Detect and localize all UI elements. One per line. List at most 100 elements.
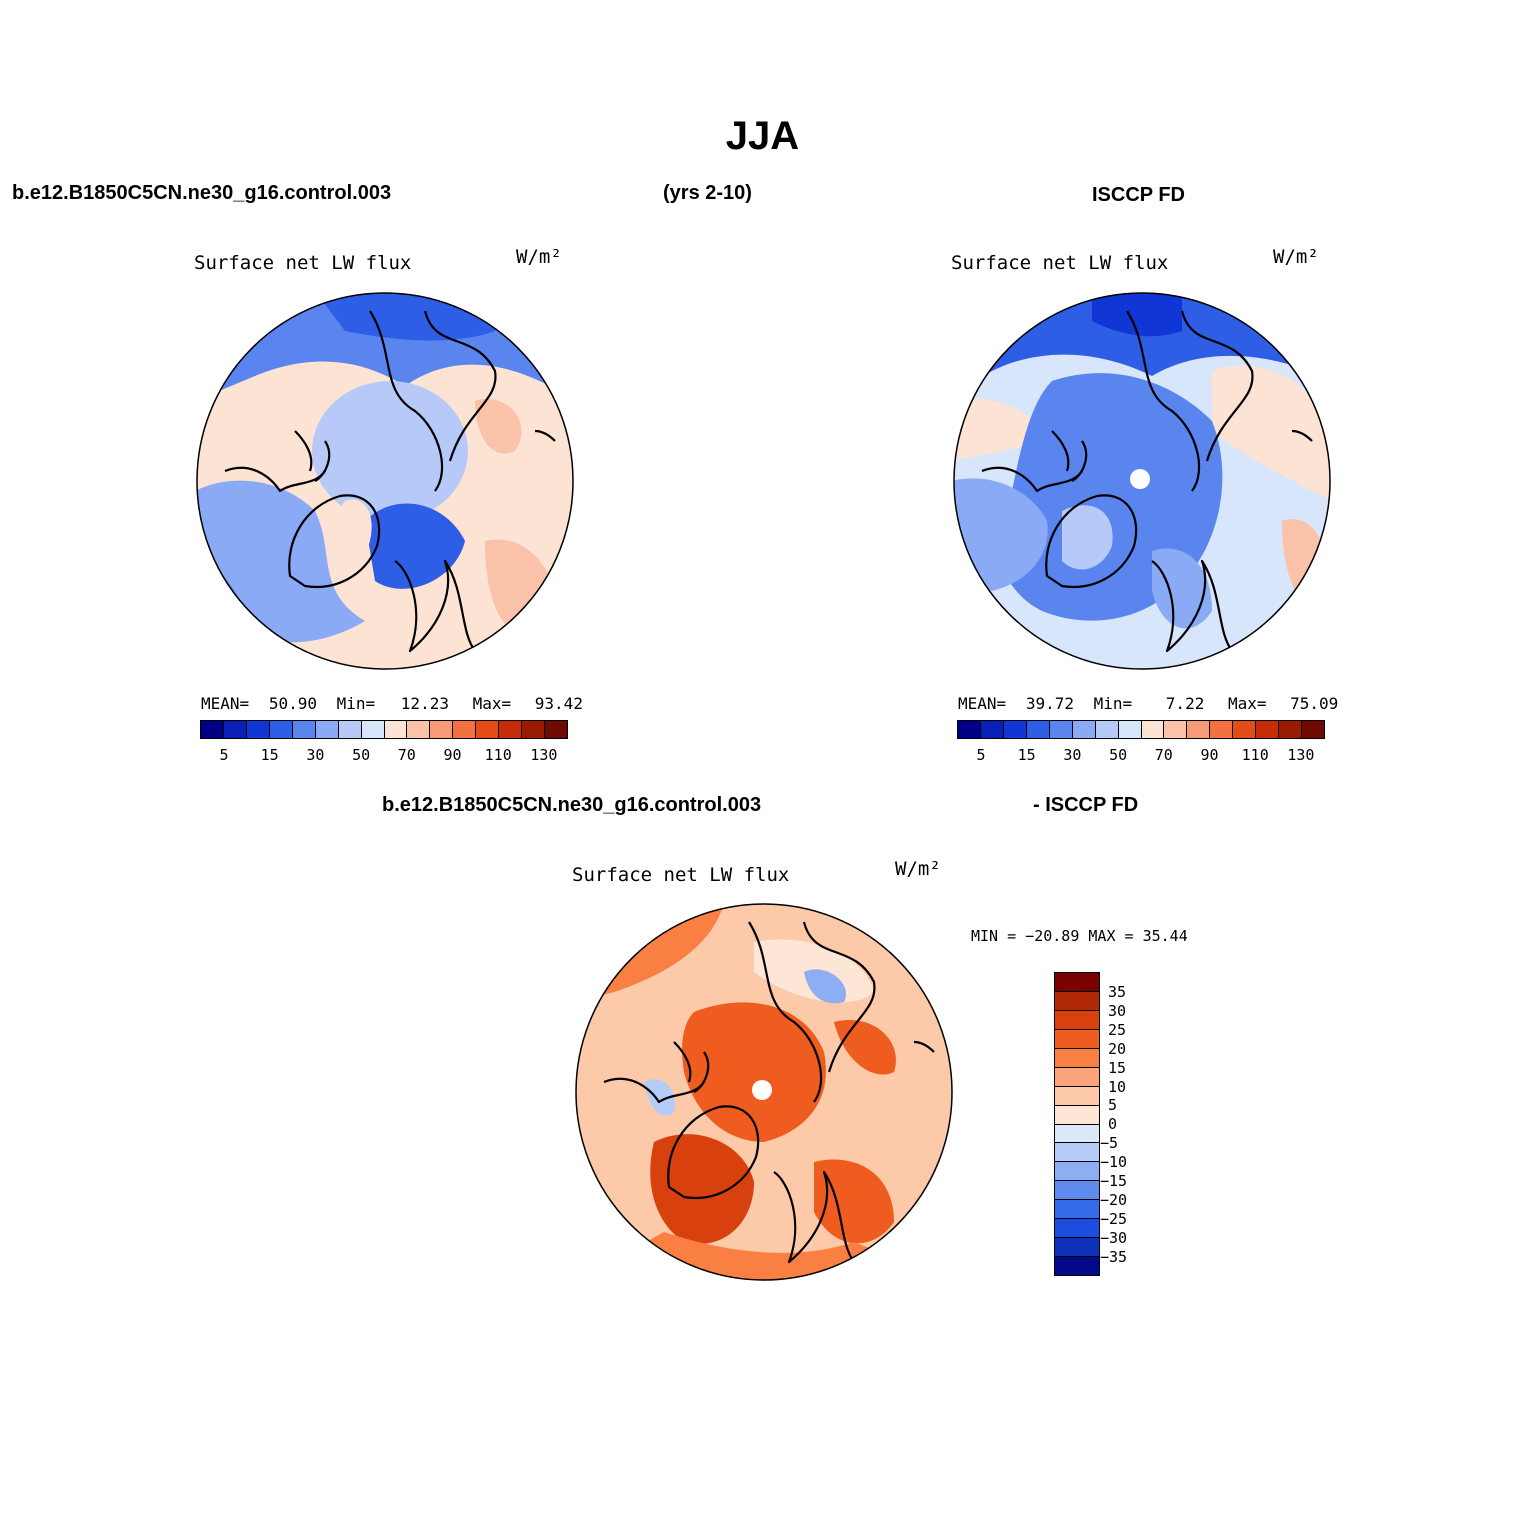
obs-panel-units: W/m²	[1273, 246, 1319, 268]
colorbar-tick-label: 5	[219, 746, 229, 764]
diff-siberia-field	[834, 1020, 896, 1075]
model-siberia-warm-field	[475, 399, 522, 454]
diff-map-boundary	[575, 903, 953, 1281]
colorbar-swatch	[1141, 721, 1165, 738]
colorbar-swatch	[453, 721, 477, 738]
model-arctic-ocean-field	[312, 381, 468, 521]
obs-header: ISCCP FD	[1092, 184, 1185, 206]
colorbar-swatch	[1072, 721, 1096, 738]
colorbar-swatch	[1055, 1086, 1099, 1106]
colorbar-swatch	[1118, 721, 1142, 738]
diff-panel-units: W/m²	[895, 858, 941, 880]
obs-polar-map	[953, 292, 1331, 670]
colorbar-swatch	[1055, 1143, 1099, 1163]
colorbar-tick-label: −5	[1100, 1134, 1119, 1153]
model-max-label: Max=	[472, 694, 512, 713]
obs-min-label: Min=	[1093, 694, 1133, 713]
colorbar-swatch	[1055, 973, 1099, 992]
colorbar-tick-label: 0	[1108, 1115, 1118, 1134]
colorbar-swatch	[1279, 721, 1303, 738]
colorbar-swatch	[545, 721, 567, 738]
colorbar-tick-label: 130	[1287, 746, 1315, 764]
colorbar-tick-label: −10	[1100, 1153, 1128, 1172]
colorbar-tick-label: 15	[1108, 1058, 1127, 1077]
colorbar-tick-label: 70	[397, 746, 416, 764]
colorbar-swatch	[1055, 1238, 1099, 1258]
colorbar-tick-label: −30	[1100, 1228, 1128, 1247]
years-header: (yrs 2-10)	[663, 182, 752, 204]
colorbar-swatch	[338, 721, 362, 738]
colorbar-swatch	[476, 721, 500, 738]
diff-colorbar	[1054, 972, 1100, 1276]
colorbar-swatch	[1003, 721, 1027, 738]
diff-pole-marker	[752, 1080, 772, 1100]
colorbar-swatch	[980, 721, 1004, 738]
colorbar-swatch	[430, 721, 454, 738]
colorbar-swatch	[1233, 721, 1257, 738]
model-max-value: 93.42	[534, 694, 583, 713]
colorbar-tick-label: −35	[1100, 1247, 1128, 1266]
obs-min-value: 7.22	[1165, 694, 1205, 713]
colorbar-swatch	[1055, 1067, 1099, 1087]
obs-mean-label: MEAN=	[958, 694, 1007, 713]
model-mean-label: MEAN=	[201, 694, 250, 713]
colorbar-swatch	[1055, 1257, 1099, 1275]
model-greenland-field	[326, 499, 372, 573]
colorbar-tick-label: 50	[352, 746, 371, 764]
case-header: b.e12.B1850C5CN.ne30_g16.control.003	[12, 182, 392, 204]
obs-stats: MEAN= 39.72 Min= 7.22 Max= 75.09	[958, 694, 1338, 713]
colorbar-swatch	[1055, 1010, 1099, 1030]
colorbar-swatch	[522, 721, 546, 738]
colorbar-tick-label: 30	[1063, 746, 1082, 764]
diff-greenland-field	[650, 1134, 754, 1244]
colorbar-tick-label: 10	[1108, 1077, 1127, 1096]
colorbar-tick-label: −20	[1100, 1190, 1128, 1209]
colorbar-swatch	[246, 721, 270, 738]
colorbar-swatch	[1095, 721, 1119, 738]
model-coastlines	[224, 310, 556, 653]
colorbar-swatch	[1256, 721, 1280, 738]
colorbar-tick-label: −25	[1100, 1209, 1128, 1228]
diff-blue-patch	[804, 969, 846, 1004]
colorbar-swatch	[292, 721, 316, 738]
colorbar-swatch	[1055, 1219, 1099, 1239]
colorbar-swatch	[361, 721, 385, 738]
diff-header-case: b.e12.B1850C5CN.ne30_g16.control.003	[382, 794, 762, 816]
main-title: JJA	[725, 114, 800, 158]
colorbar-tick-label: 15	[260, 746, 279, 764]
colorbar-swatch	[1055, 1048, 1099, 1068]
obs-panel-title: Surface net LW flux	[951, 252, 1169, 274]
colorbar-swatch	[958, 721, 981, 738]
obs-canada-field	[954, 478, 1048, 591]
colorbar-swatch	[1210, 721, 1234, 738]
colorbar-swatch	[1055, 1200, 1099, 1220]
model-colorbar	[200, 720, 568, 739]
obs-max-value: 75.09	[1290, 694, 1339, 713]
model-stats: MEAN= 50.90 Min= 12.23 Max= 93.42	[201, 694, 583, 713]
diff-scandinavia-field	[814, 1159, 894, 1244]
model-min-label: Min=	[336, 694, 376, 713]
model-panel-units: W/m²	[516, 246, 562, 268]
obs-siberia-warm-field	[1212, 365, 1330, 501]
colorbar-tick-label: −15	[1100, 1172, 1128, 1190]
colorbar-tick-label: 90	[1200, 746, 1219, 764]
colorbar-swatch	[269, 721, 293, 738]
colorbar-swatch	[1055, 1181, 1099, 1201]
colorbar-tick-label: 30	[1108, 1001, 1127, 1020]
colorbar-tick-label: 5	[1108, 1096, 1118, 1115]
colorbar-swatch	[223, 721, 247, 738]
obs-bering-field	[1092, 293, 1182, 337]
diff-minmax: MIN = −20.89 MAX = 35.44	[971, 927, 1188, 945]
colorbar-tick-label: 90	[443, 746, 462, 764]
diff-polar-map	[575, 903, 953, 1281]
model-mean-value: 50.90	[268, 694, 317, 713]
colorbar-swatch	[315, 721, 339, 738]
obs-max-label: Max=	[1227, 694, 1267, 713]
colorbar-tick-label: 70	[1154, 746, 1173, 764]
diff-header-obs: - ISCCP FD	[1033, 794, 1139, 816]
colorbar-tick-label: 15	[1017, 746, 1036, 764]
colorbar-tick-label: 110	[484, 746, 512, 764]
diff-canada-blue-patch	[644, 1079, 675, 1116]
colorbar-swatch	[1055, 991, 1099, 1011]
obs-mean-value: 39.72	[1025, 694, 1074, 713]
